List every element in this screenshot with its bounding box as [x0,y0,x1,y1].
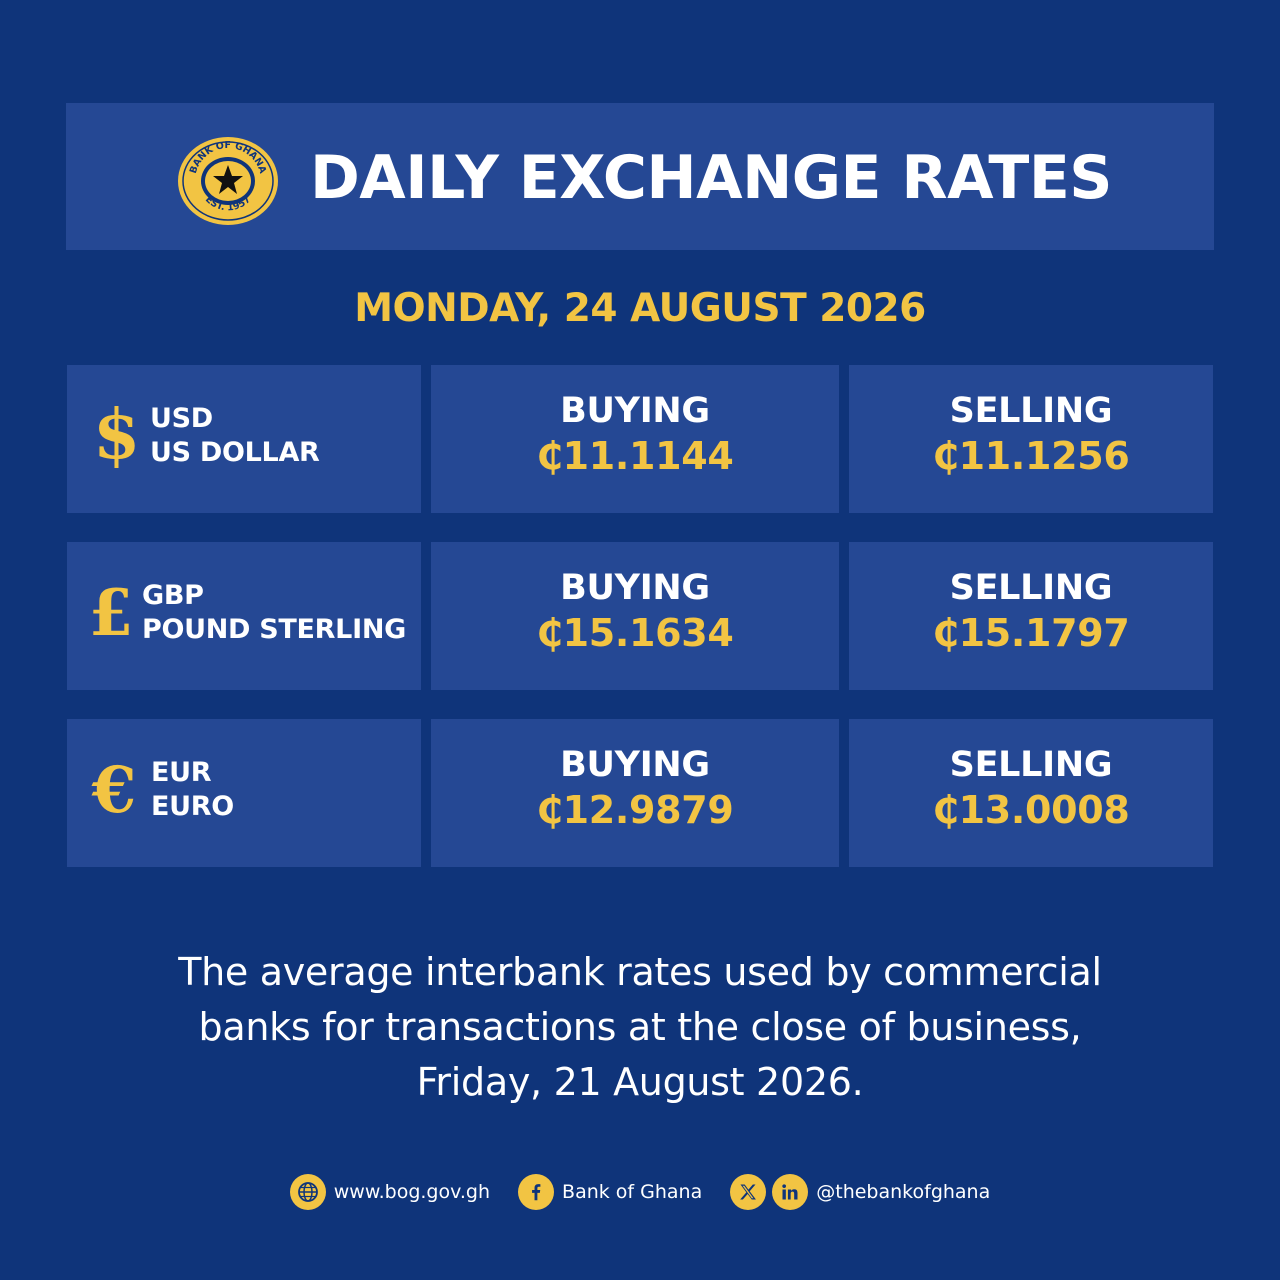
currency-code: USD [150,403,213,434]
buying-rate: ₵11.1144 [536,434,734,478]
currency-name: US DOLLAR [150,437,320,468]
selling-cell-usd: SELLING ₵11.1256 [849,365,1213,513]
page-title: DAILY EXCHANGE RATES [310,143,1113,213]
selling-label: SELLING [949,391,1113,431]
note-line: Friday, 21 August 2026. [416,1060,864,1104]
website-link[interactable]: www.bog.gov.gh [289,1174,491,1210]
interbank-note: The average interbank rates used by comm… [0,945,1280,1110]
x-icon [730,1174,767,1210]
selling-rate: ₵15.1797 [932,611,1130,655]
footer: www.bog.gov.gh Bank of Ghana @thebankofg… [0,1171,1280,1213]
currency-name: POUND STERLING [142,614,406,645]
selling-label: SELLING [949,745,1113,785]
selling-cell-gbp: SELLING ₵15.1797 [849,542,1213,690]
selling-cell-eur: SELLING ₵13.0008 [849,719,1213,867]
svg-text:EST. 1957: EST. 1957 [203,194,253,213]
euro-icon: € [91,753,137,828]
buying-label: BUYING [560,745,710,785]
note-line: banks for transactions at the close of b… [198,1005,1082,1049]
handle-text: @thebankofghana [816,1181,991,1203]
currency-cell-usd: $ USD US DOLLAR [67,365,421,513]
buying-label: BUYING [560,391,710,431]
globe-icon [289,1174,326,1210]
buying-cell-usd: BUYING ₵11.1144 [431,365,839,513]
dollar-icon: $ [93,395,141,475]
social-handle-link[interactable]: @thebankofghana [730,1174,990,1210]
linkedin-icon [772,1174,809,1210]
buying-cell-gbp: BUYING ₵15.1634 [431,542,839,690]
note-line: The average interbank rates used by comm… [178,950,1102,994]
selling-rate: ₵11.1256 [932,434,1130,478]
facebook-link[interactable]: Bank of Ghana [518,1174,702,1210]
bank-of-ghana-seal: BANK OF GHANA EST. 1957 [178,137,278,225]
currency-cell-gbp: £ GBP POUND STERLING [67,542,421,690]
pound-icon: £ [88,576,134,651]
selling-rate: ₵13.0008 [932,788,1130,832]
buying-rate: ₵15.1634 [536,611,734,655]
currency-cell-eur: € EUR EURO [67,719,421,867]
buying-rate: ₵12.9879 [536,788,734,832]
buying-cell-eur: BUYING ₵12.9879 [431,719,839,867]
currency-code: EUR [151,757,212,788]
currency-name: EURO [151,791,234,822]
currency-code: GBP [142,580,204,611]
website-text: www.bog.gov.gh [333,1181,491,1203]
rate-date: MONDAY, 24 AUGUST 2026 [354,286,926,331]
buying-label: BUYING [560,568,710,608]
facebook-icon [518,1174,555,1210]
facebook-text: Bank of Ghana [562,1181,703,1203]
selling-label: SELLING [949,568,1113,608]
